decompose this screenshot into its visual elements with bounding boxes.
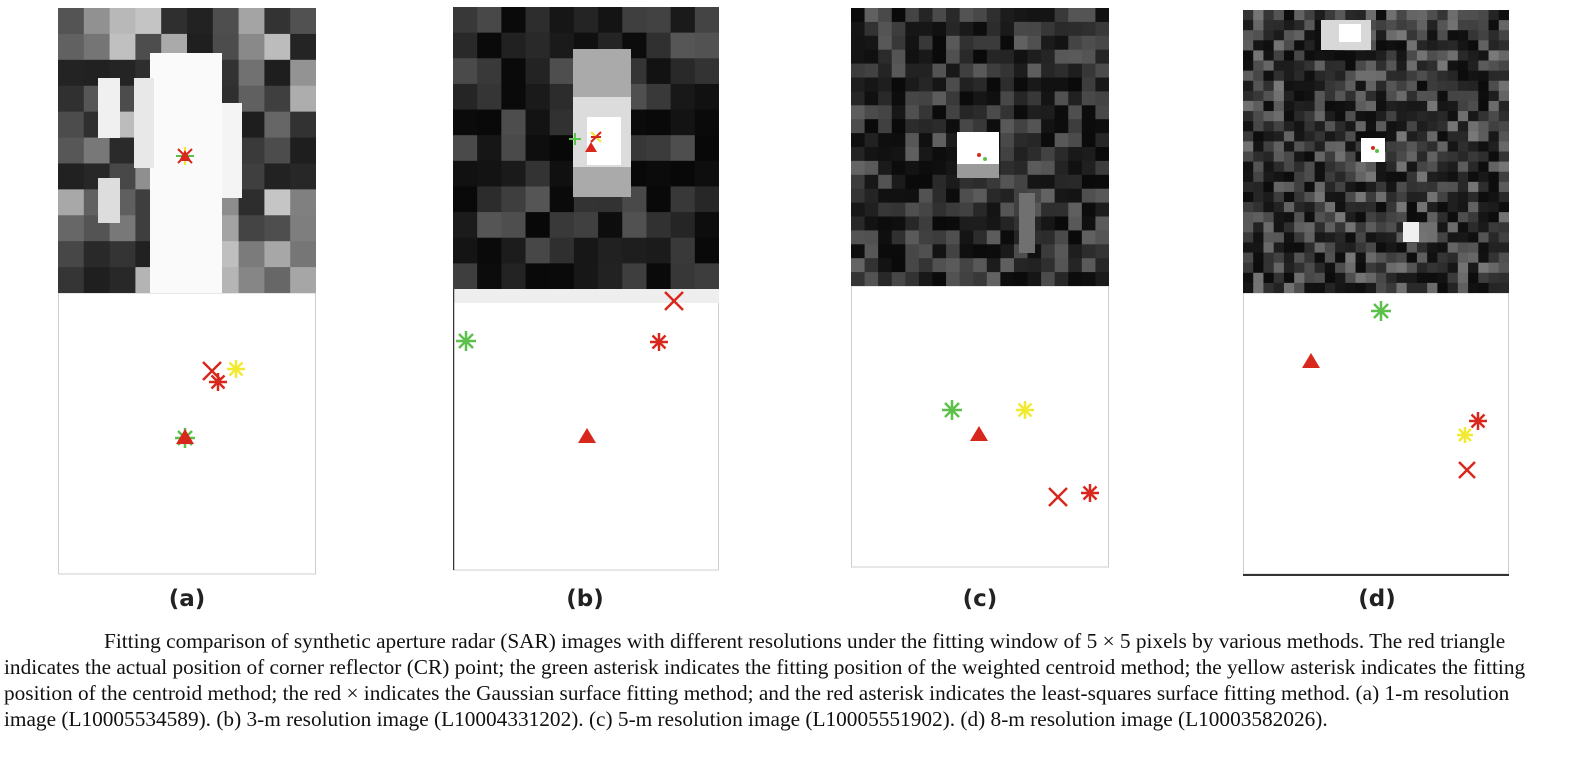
centroid-marker (227, 360, 245, 378)
sar-image-a (58, 8, 316, 293)
sar-image-b (453, 7, 719, 289)
cr-true-position-marker (1302, 353, 1320, 368)
sar-image-d (1243, 10, 1509, 293)
gaussian-fit-marker (1458, 461, 1476, 479)
cr-true-position-marker (970, 426, 988, 441)
panel-label-a: (a) (168, 586, 206, 612)
cr-true-position-marker (176, 429, 194, 444)
panel-label-d: (d) (1358, 586, 1396, 612)
least-squares-fit-marker (209, 373, 227, 391)
least-squares-fit-marker (650, 333, 668, 351)
weighted-centroid-marker (456, 331, 476, 351)
marker-cluster-a (176, 147, 194, 165)
panel-label-c: (c) (962, 586, 998, 612)
zoom-window-d (1243, 293, 1509, 577)
centroid-marker (1016, 401, 1034, 419)
cr-true-position-marker (578, 428, 596, 443)
least-squares-fit-marker (1081, 484, 1099, 502)
sar-image-c (851, 8, 1109, 286)
zoom-window-b (453, 289, 719, 571)
figure-caption: Fitting comparison of synthetic aperture… (4, 629, 1526, 731)
least-squares-fit-marker (1469, 412, 1487, 430)
gaussian-fit-marker (1048, 487, 1068, 507)
marker-cluster-b (569, 131, 602, 152)
centroid-marker (1457, 427, 1473, 443)
weighted-centroid-marker (1371, 301, 1391, 321)
zoom-window-c (851, 286, 1109, 568)
weighted-centroid-marker (942, 400, 962, 420)
panel-label-b: (b) (566, 586, 604, 612)
zoom-window-a (58, 293, 316, 575)
gaussian-fit-marker (664, 291, 684, 311)
